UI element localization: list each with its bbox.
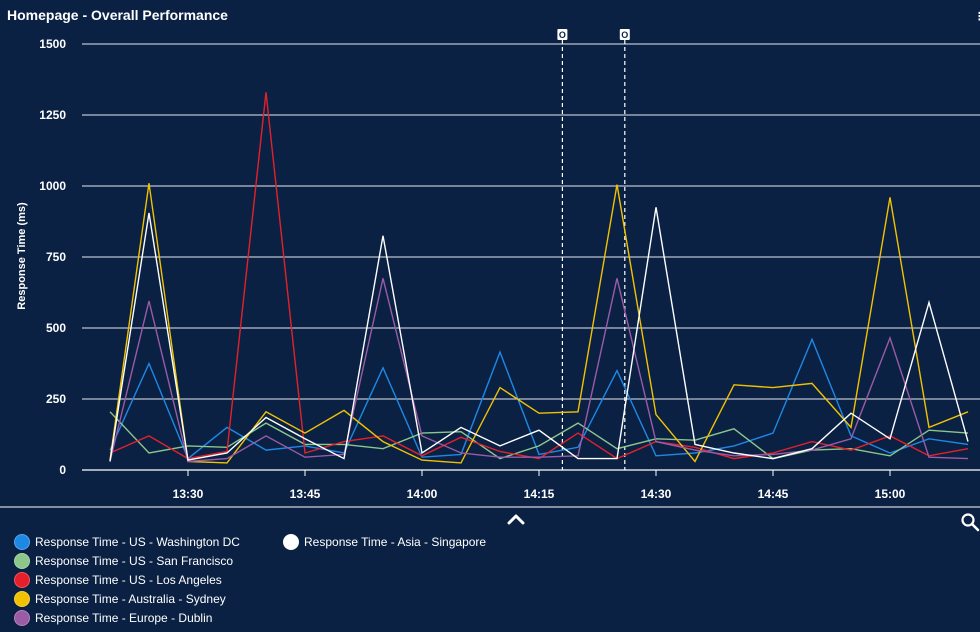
- legend-swatch: [14, 572, 30, 588]
- y-tick-label: 500: [46, 321, 66, 335]
- x-tick-label: 14:45: [758, 487, 789, 501]
- y-axis-label: Response Time (ms): [16, 202, 28, 310]
- series-line-0: [109, 337, 969, 460]
- legend-label: Response Time - US - Washington DC: [35, 535, 240, 549]
- legend-item-san-francisco[interactable]: Response Time - US - San Francisco: [14, 553, 233, 569]
- legend-swatch: [14, 591, 30, 607]
- legend-swatch: [14, 553, 30, 569]
- event-marker-label: O: [621, 30, 628, 40]
- collapse-legend-button[interactable]: [506, 512, 526, 526]
- event-marker-badge: [557, 29, 568, 40]
- series-line-4: [109, 278, 969, 463]
- legend-label: Response Time - US - San Francisco: [35, 554, 234, 568]
- y-tick-label: 750: [46, 250, 66, 264]
- x-tick-label: 14:15: [524, 487, 555, 501]
- legend-item-dublin[interactable]: Response Time - Europe - Dublin: [14, 610, 212, 626]
- series-line-2: [109, 92, 969, 460]
- legend-swatch: [14, 534, 30, 550]
- legend-item-sydney[interactable]: Response Time - Australia - Sydney: [14, 591, 226, 607]
- legend-label: Response Time - Europe - Dublin: [35, 611, 213, 625]
- x-tick-label: 15:00: [875, 487, 906, 501]
- y-tick-label: 1500: [39, 37, 66, 51]
- series-line-5: [109, 207, 969, 462]
- legend-item-los-angeles[interactable]: Response Time - US - Los Angeles: [14, 572, 222, 588]
- event-marker-label: O: [559, 30, 566, 40]
- legend-swatch: [14, 610, 30, 626]
- menu-icon[interactable]: ⋮: [974, 11, 980, 23]
- y-tick-label: 0: [59, 463, 66, 477]
- x-tick-label: 13:45: [290, 487, 321, 501]
- legend-label: Response Time - Australia - Sydney: [35, 592, 226, 606]
- series-line-1: [109, 411, 969, 460]
- series-line-3: [109, 183, 969, 464]
- legend-label: Response Time - Asia - Singapore: [304, 535, 487, 549]
- magnifier-icon: [961, 513, 980, 532]
- y-tick-label: 1000: [39, 179, 66, 193]
- x-tick-label: 13:30: [173, 487, 204, 501]
- legend-swatch: [283, 534, 299, 550]
- legend-item-singapore[interactable]: Response Time - Asia - Singapore: [283, 534, 486, 550]
- chart-legend: Response Time - US - Washington DC Respo…: [14, 534, 574, 630]
- chart-title: Homepage - Overall Performance: [7, 7, 228, 23]
- y-tick-label: 250: [46, 392, 66, 406]
- zoom-button[interactable]: [960, 512, 980, 532]
- x-tick-label: 14:30: [641, 487, 672, 501]
- legend-label: Response Time - US - Los Angeles: [35, 573, 222, 587]
- y-tick-label: 1250: [39, 108, 66, 122]
- chevron-up-icon: [507, 514, 525, 525]
- legend-item-washington[interactable]: Response Time - US - Washington DC: [14, 534, 240, 550]
- event-marker-badge: [619, 29, 630, 40]
- x-tick-label: 14:00: [407, 487, 438, 501]
